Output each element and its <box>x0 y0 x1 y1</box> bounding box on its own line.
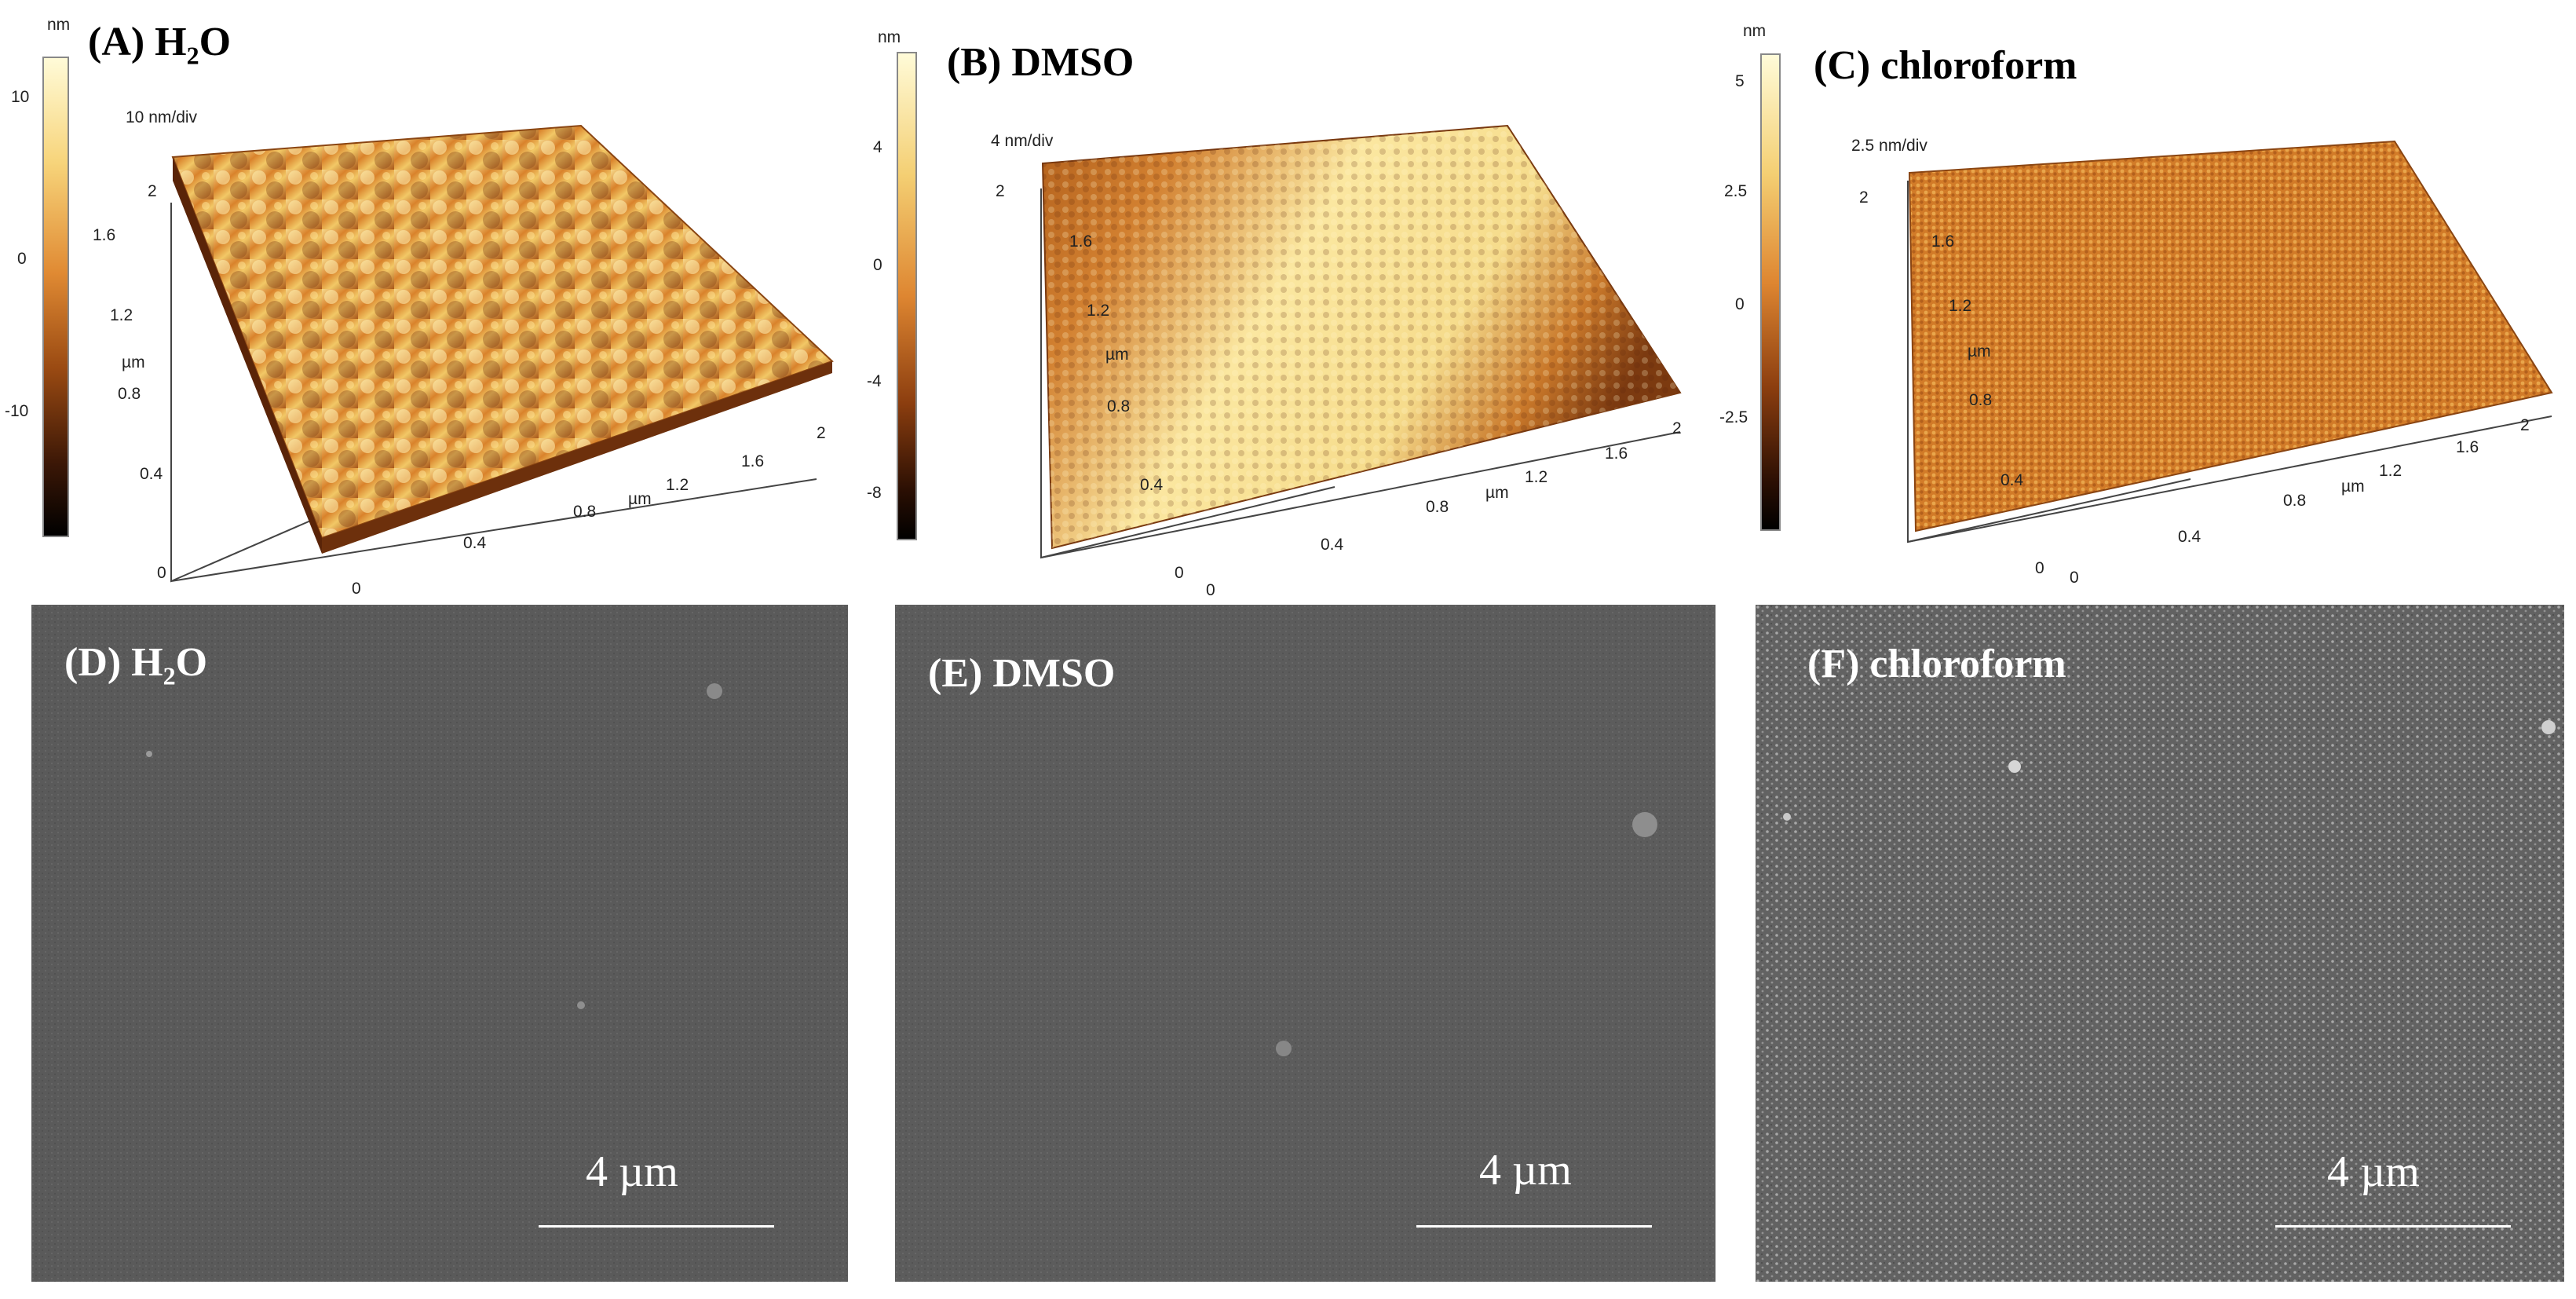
scale-bar-label: 4 µm <box>1479 1146 1572 1195</box>
colorbar <box>897 52 917 540</box>
afm-panel-b: nm 4 0 -4 -8 (B) DMSO 4 nm/div <box>864 0 1719 599</box>
sem-texture <box>895 605 1716 1282</box>
axis-unit: µm <box>1968 342 1991 360</box>
colorbar-tick: 10 <box>11 88 30 106</box>
afm-surface-c <box>1907 140 2553 543</box>
afm-surface-b <box>1040 124 1682 559</box>
scale-bar-label: 4 µm <box>2327 1147 2420 1196</box>
x-tick: 2 <box>817 424 826 442</box>
x-tick: 0.8 <box>2283 492 2307 510</box>
afm-panel-c: nm 5 2.5 0 -2.5 (C) chloroform 2.5 nm/di… <box>1719 0 2576 597</box>
y-tick: 0.4 <box>140 465 163 483</box>
y-tick: 0 <box>2035 559 2044 577</box>
axis-unit: µm <box>1485 484 1509 502</box>
x-tick: 0.8 <box>1426 498 1449 516</box>
colorbar-tick: -4 <box>867 372 882 390</box>
x-tick: 0 <box>1206 581 1215 599</box>
scale-bar-label: 4 µm <box>586 1147 678 1196</box>
colorbar-tick: 5 <box>1735 72 1745 90</box>
x-tick: 1.6 <box>1605 445 1628 463</box>
axis-unit: µm <box>628 490 652 508</box>
axis-unit: µm <box>2341 478 2365 496</box>
y-tick: 1.2 <box>1087 302 1110 320</box>
sem-panel-f: (F) chloroform 4 µm <box>1756 605 2564 1282</box>
y-tick: 0 <box>157 564 166 582</box>
sem-texture <box>1756 605 2564 1282</box>
axis-unit: µm <box>1105 346 1129 364</box>
y-tick: 0.8 <box>1107 397 1131 415</box>
y-tick: 1.6 <box>1069 232 1093 251</box>
x-tick: 1.6 <box>2456 438 2479 456</box>
x-tick: 0.8 <box>573 503 597 521</box>
panel-label-a: (A) H2O <box>88 20 232 70</box>
x-tick: 0.4 <box>463 534 487 552</box>
colorbar-tick: 0 <box>17 250 27 268</box>
colorbar <box>1760 53 1781 531</box>
x-tick: 1.2 <box>2379 462 2402 480</box>
y-tick: 2 <box>148 182 157 200</box>
scale-bar <box>539 1225 774 1228</box>
x-tick: 2 <box>2520 416 2530 434</box>
sem-panel-d: (D) H2O 4 µm <box>31 605 848 1282</box>
scale-bar <box>2275 1225 2511 1228</box>
colorbar-unit: nm <box>1743 22 1767 40</box>
height-scale-text: 10 nm/div <box>126 108 198 126</box>
afm-surface-a <box>170 124 834 583</box>
colorbar-unit: nm <box>47 16 71 34</box>
y-tick: 1.6 <box>1931 232 1955 251</box>
x-tick: 1.2 <box>1525 468 1548 486</box>
panel-label-e: (E) DMSO <box>928 651 1116 696</box>
y-tick: 0.4 <box>1140 476 1164 494</box>
x-tick: 1.2 <box>666 476 689 494</box>
sem-texture <box>31 605 848 1282</box>
y-tick: 2 <box>996 182 1005 200</box>
colorbar-tick: -10 <box>5 402 29 420</box>
y-tick: 2 <box>1859 188 1869 207</box>
panel-label-d: (D) H2O <box>64 640 208 690</box>
axis-unit: µm <box>122 353 145 371</box>
colorbar-tick: 2.5 <box>1724 182 1748 200</box>
panel-label-b: (B) DMSO <box>947 40 1135 85</box>
x-tick: 0 <box>352 580 361 598</box>
y-tick: 1.2 <box>110 306 133 324</box>
y-tick: 1.6 <box>93 226 116 244</box>
panel-label-f: (F) chloroform <box>1807 642 2066 686</box>
x-tick: 0 <box>2070 569 2079 587</box>
x-tick: 1.6 <box>741 452 765 470</box>
sem-panel-e: (E) DMSO 4 µm <box>895 605 1716 1282</box>
x-tick: 0.4 <box>2178 528 2201 546</box>
y-tick: 1.2 <box>1949 297 1972 315</box>
colorbar-tick: 0 <box>873 256 882 274</box>
afm-panel-a: nm 10 0 -10 (A) H2O 10 nm/div <box>0 0 864 598</box>
colorbar-tick: 4 <box>873 138 882 156</box>
panel-label-c: (C) chloroform <box>1814 43 2077 88</box>
colorbar-tick: 0 <box>1735 295 1745 313</box>
colorbar-unit: nm <box>878 28 901 46</box>
scale-bar <box>1416 1225 1652 1228</box>
height-scale-text: 4 nm/div <box>991 132 1054 150</box>
colorbar-tick: -2.5 <box>1719 408 1748 426</box>
y-tick: 0.8 <box>118 385 141 403</box>
colorbar-tick: -8 <box>867 484 882 502</box>
colorbar <box>42 57 69 537</box>
y-tick: 0.8 <box>1969 391 1993 409</box>
height-scale-text: 2.5 nm/div <box>1851 137 1927 155</box>
y-tick: 0.4 <box>2001 471 2024 489</box>
x-tick: 0.4 <box>1321 536 1344 554</box>
x-tick: 2 <box>1672 419 1682 437</box>
y-tick: 0 <box>1175 564 1184 582</box>
